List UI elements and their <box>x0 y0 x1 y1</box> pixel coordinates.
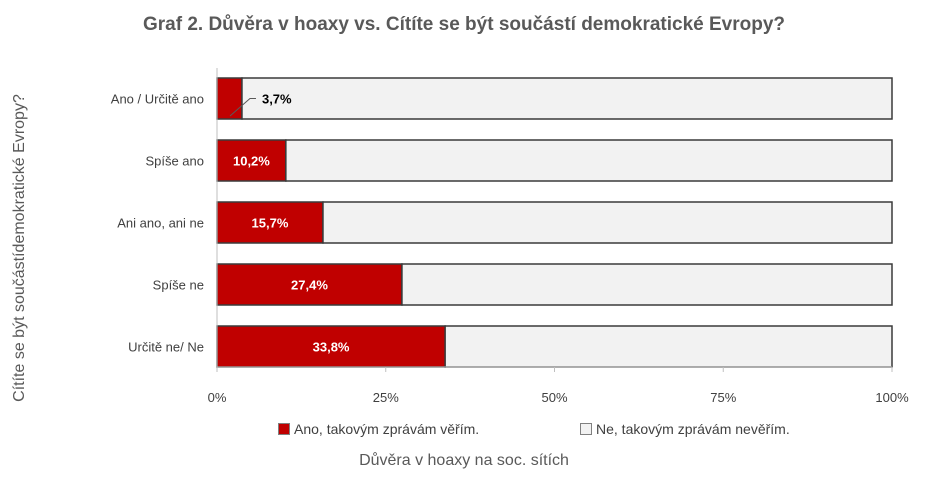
legend-swatch-ano <box>278 423 290 435</box>
data-label-leader-0 <box>229 98 256 117</box>
data-label-1: 10,2% <box>233 154 270 169</box>
data-label-0: 3,7% <box>262 92 292 107</box>
legend-label-ano: Ano, takovým zprávám věřím. <box>294 421 480 437</box>
x-tick-label-3: 75% <box>710 390 736 405</box>
legend: Ano, takovým zprávám věřím. Ne, takovým … <box>0 421 928 441</box>
legend-item-ano: Ano, takovým zprávám věřím. <box>278 421 479 437</box>
bar-ne-3 <box>401 263 893 306</box>
x-tick-label-4: 100% <box>875 390 909 405</box>
x-tick-label-1: 25% <box>373 390 399 405</box>
bar-ano-0 <box>216 77 243 120</box>
x-tick-label-0: 0% <box>208 390 227 405</box>
legend-label-ne: Ne, takovým zprávám nevěřím. <box>596 421 790 437</box>
data-label-3: 27,4% <box>291 278 328 293</box>
legend-item-ne: Ne, takovým zprávám nevěřím. <box>580 421 790 437</box>
x-tick-label-2: 50% <box>541 390 567 405</box>
category-label-4: Určitě ne/ Ne <box>128 340 204 355</box>
bar-ne-1 <box>285 139 893 182</box>
category-label-2: Ani ano, ani ne <box>117 216 204 231</box>
legend-swatch-ne <box>580 423 592 435</box>
bar-ne-2 <box>322 201 893 244</box>
x-axis-title: Důvěra v hoaxy na soc. sítích <box>359 452 569 469</box>
bar-ano-4 <box>216 325 446 368</box>
bar-ne-4 <box>444 325 893 368</box>
chart-title: Graf 2. Důvěra v hoaxy vs. Cítíte se být… <box>142 14 786 35</box>
data-label-4: 33,8% <box>313 340 350 355</box>
data-label-2: 15,7% <box>252 216 289 231</box>
bar-ano-3 <box>216 263 403 306</box>
bar-ne-0 <box>241 77 893 120</box>
category-label-3: Spíše ne <box>153 278 204 293</box>
category-label-1: Spíše ano <box>145 154 204 169</box>
bar-chart-plot: Ano / Určitě ano 3,7% Spíše ano 10,2% Ani an… <box>111 68 909 405</box>
category-label-0: Ano / Určitě ano <box>111 92 204 107</box>
